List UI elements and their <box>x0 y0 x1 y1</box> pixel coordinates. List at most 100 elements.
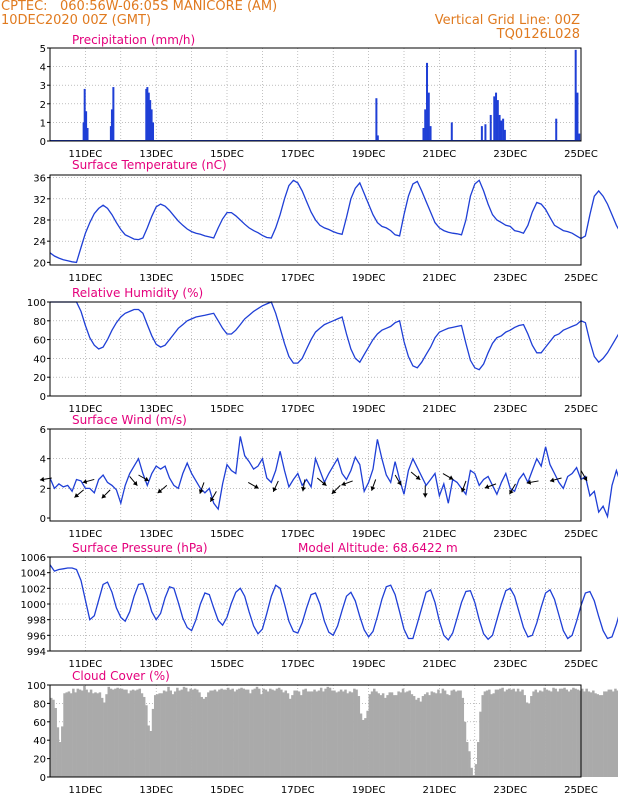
precip-plot-area <box>50 48 581 141</box>
cloud-bar <box>69 693 73 777</box>
cloud-bar <box>395 695 398 777</box>
cloud-bar <box>311 691 314 777</box>
x-tick-label: 17DEC <box>281 659 315 670</box>
cloud-bar <box>317 690 321 777</box>
wind-vector-arrow <box>370 479 377 491</box>
cloud-bar <box>375 691 378 777</box>
cloud-bar <box>342 691 345 777</box>
x-tick-label: 11DEC <box>69 659 103 670</box>
cloud-bar <box>227 687 230 777</box>
x-tick-label: 15DEC <box>210 785 244 796</box>
cloud-bar <box>448 695 451 777</box>
x-tick-label: 21DEC <box>423 404 457 415</box>
cloud-bar <box>596 694 599 777</box>
precip-bar <box>83 88 86 141</box>
cloud-bar <box>541 691 544 777</box>
x-tick-label: 11DEC <box>69 149 103 160</box>
cloud-bar <box>377 693 380 777</box>
cloud-bar <box>373 688 376 777</box>
cloud-bar <box>569 689 573 777</box>
cloud-bar <box>204 696 208 777</box>
cloud-bar <box>105 694 108 777</box>
y-tick-label: 80 <box>33 317 46 328</box>
cloud-bar <box>366 710 369 777</box>
cloud-bar <box>339 689 343 777</box>
cloud-bar <box>200 696 203 777</box>
rh-panel: 0 20 40 60 80 100 11DEC 13DEC 15DEC 17DEC 19DEC 21D… <box>27 286 618 415</box>
cloud-bar <box>554 688 557 777</box>
cloud-bar <box>262 688 265 777</box>
x-tick-label: 15DEC <box>210 149 244 160</box>
cloud-bar <box>463 721 467 777</box>
cloud-bar <box>335 692 338 777</box>
temp-series-line <box>49 179 618 264</box>
x-tick-label: 19DEC <box>352 149 386 160</box>
cloud-bar <box>406 691 409 777</box>
cloud-bar <box>87 692 91 777</box>
x-tick-label: 13DEC <box>139 273 173 284</box>
x-tick-label: 25DEC <box>564 785 598 796</box>
precip-bar <box>489 114 492 141</box>
cloud-bar <box>488 689 491 777</box>
cloud-bar <box>308 691 312 777</box>
wind-vector-arrow <box>209 491 217 502</box>
cloud-bar <box>384 697 387 777</box>
y-tick-label: 100 <box>27 298 46 309</box>
x-tick-label: 19DEC <box>352 659 386 670</box>
x-tick-label: 17DEC <box>281 273 315 284</box>
cloud-bar <box>359 713 363 777</box>
cloud-bar <box>408 690 411 777</box>
cloud-bar <box>547 690 551 777</box>
precip-panel: 0 1 2 3 4 5 11DEC 13DEC 15DEC 17DEC 19DEC 21DEC 23DE… <box>40 33 598 160</box>
wind-vector-arrow <box>157 485 168 494</box>
cloud-bar <box>264 689 268 777</box>
x-tick-label: 25DEC <box>564 149 598 160</box>
precip-bar <box>493 96 496 141</box>
x-tick-label: 25DEC <box>564 273 598 284</box>
cloud-bar <box>72 688 75 777</box>
cloud-bar <box>355 689 358 777</box>
cloud-bar <box>337 691 341 777</box>
cloud-bar <box>392 695 396 777</box>
cloud-bar <box>302 689 305 777</box>
cloud-bar <box>134 690 137 777</box>
y-tick-label: 4 <box>40 63 46 74</box>
cloud-bar <box>439 693 442 777</box>
x-tick-label: 15DEC <box>210 659 244 670</box>
cloud-bar <box>589 692 593 777</box>
cloud-panel: 0 20 40 60 80 100 11DEC 13DEC 15DEC 17DEC 19DEC 21D… <box>27 669 618 796</box>
wind-vector-arrow <box>410 471 421 481</box>
cloud-bar <box>233 691 237 777</box>
cloud-bar <box>193 688 197 777</box>
cloud-bar <box>63 693 66 777</box>
cloud-bar <box>370 691 374 777</box>
cloud-bar <box>474 764 478 777</box>
cloud-bar <box>430 691 434 777</box>
cloud-bar <box>461 697 465 777</box>
pres-series-line <box>49 564 618 642</box>
cloud-bar <box>286 693 290 777</box>
cloud-bar <box>437 689 440 777</box>
y-tick-label: 0 <box>40 773 46 784</box>
cloud-bar <box>510 689 513 777</box>
cloud-bar <box>574 688 577 777</box>
precip-bar <box>85 111 88 141</box>
grid-note-label: Vertical Grid Line: 00Z <box>434 13 580 28</box>
precip-bar <box>500 120 503 141</box>
cloud-bar <box>428 695 431 777</box>
cloud-bar <box>277 687 281 777</box>
cloud-bar <box>54 708 57 777</box>
y-tick-label: 1000 <box>21 600 46 611</box>
cloud-bar <box>465 742 469 777</box>
cloud-bar <box>527 703 531 777</box>
x-tick-label: 11DEC <box>69 404 103 415</box>
x-tick-label: 17DEC <box>281 149 315 160</box>
cloud-bar <box>578 690 582 777</box>
precip-bar <box>424 109 427 141</box>
wind-vector-arrow <box>442 473 454 480</box>
cloud-bar <box>512 688 515 777</box>
x-tick-label: 21DEC <box>423 785 457 796</box>
cloud-bar <box>50 697 53 777</box>
cloud-bar <box>503 691 507 777</box>
cloud-bar <box>485 690 489 777</box>
